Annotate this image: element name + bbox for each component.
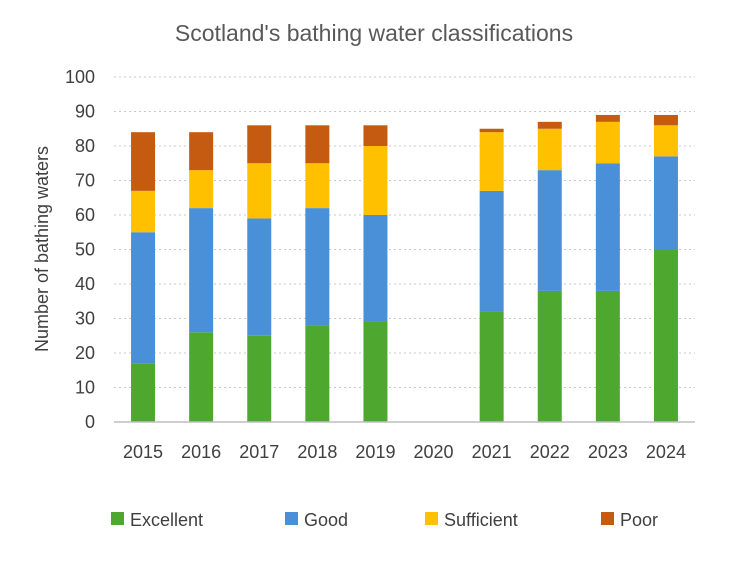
bar-good-2016 [189, 208, 214, 333]
y-tick-label: 0 [85, 412, 95, 432]
bar-good-2024 [653, 156, 678, 250]
plot-area [131, 114, 678, 422]
bar-poor-2022 [537, 121, 562, 129]
bar-excellent-2019 [363, 321, 388, 422]
bar-excellent-2016 [189, 332, 214, 422]
y-tick-label: 60 [75, 205, 95, 225]
y-tick-label: 100 [65, 67, 95, 87]
y-tick-label: 90 [75, 102, 95, 122]
x-tick-label: 2022 [530, 442, 570, 462]
legend-label-sufficient: Sufficient [444, 510, 518, 530]
x-tick-label: 2017 [239, 442, 279, 462]
bar-poor-2023 [595, 114, 620, 122]
x-tick-label: 2024 [646, 442, 686, 462]
x-tick-label: 2023 [588, 442, 628, 462]
y-tick-label: 80 [75, 136, 95, 156]
bar-poor-2017 [247, 125, 272, 164]
bar-sufficient-2016 [189, 170, 214, 209]
bar-good-2017 [247, 218, 272, 336]
bar-poor-2024 [653, 114, 678, 126]
bar-poor-2018 [305, 125, 330, 164]
x-tick-label: 2020 [414, 442, 454, 462]
bar-good-2018 [305, 208, 330, 326]
bar-sufficient-2018 [305, 163, 330, 209]
bar-excellent-2015 [131, 363, 156, 422]
y-tick-label: 40 [75, 274, 95, 294]
bar-sufficient-2021 [479, 132, 504, 191]
bar-poor-2019 [363, 125, 388, 146]
legend-swatch-good [285, 512, 298, 525]
bar-good-2021 [479, 190, 504, 312]
y-axis-ticks: 0 10 20 30 40 50 60 70 80 90 100 [65, 67, 95, 432]
y-tick-label: 20 [75, 343, 95, 363]
bar-excellent-2024 [653, 249, 678, 422]
bar-sufficient-2019 [363, 146, 388, 215]
x-tick-label: 2015 [123, 442, 163, 462]
y-tick-label: 10 [75, 378, 95, 398]
legend-swatch-excellent [111, 512, 124, 525]
bar-excellent-2022 [537, 290, 562, 422]
bar-sufficient-2023 [595, 121, 620, 164]
x-tick-label: 2016 [181, 442, 221, 462]
legend-label-good: Good [304, 510, 348, 530]
bar-poor-2015 [131, 132, 156, 191]
bar-good-2023 [595, 163, 620, 291]
x-axis-ticks: 2015 2016 2017 2018 2019 2020 2021 2022 2023 2024 [123, 442, 686, 462]
legend-label-poor: Poor [620, 510, 658, 530]
chart-title: Scotland's bathing water classifications [175, 20, 573, 46]
legend-swatch-poor [601, 512, 614, 525]
y-axis-label: Number of bathing waters [32, 146, 52, 352]
legend-swatch-sufficient [425, 512, 438, 525]
bar-excellent-2021 [479, 311, 504, 422]
bar-excellent-2018 [305, 325, 330, 422]
bar-good-2015 [131, 232, 156, 364]
bar-sufficient-2024 [653, 125, 678, 157]
x-tick-label: 2021 [472, 442, 512, 462]
bar-poor-2016 [189, 132, 214, 171]
y-tick-label: 50 [75, 240, 95, 260]
bar-excellent-2017 [247, 335, 272, 422]
y-tick-label: 30 [75, 309, 95, 329]
y-tick-label: 70 [75, 171, 95, 191]
legend: Excellent Good Sufficient Poor [111, 510, 658, 530]
bar-sufficient-2017 [247, 163, 272, 219]
bar-sufficient-2022 [537, 128, 562, 171]
bar-good-2022 [537, 170, 562, 291]
bar-excellent-2023 [595, 290, 620, 422]
x-tick-label: 2018 [297, 442, 337, 462]
bar-good-2019 [363, 215, 388, 322]
bar-poor-2021 [479, 128, 504, 133]
x-tick-label: 2019 [355, 442, 395, 462]
bar-sufficient-2015 [131, 190, 156, 233]
legend-label-excellent: Excellent [130, 510, 203, 530]
